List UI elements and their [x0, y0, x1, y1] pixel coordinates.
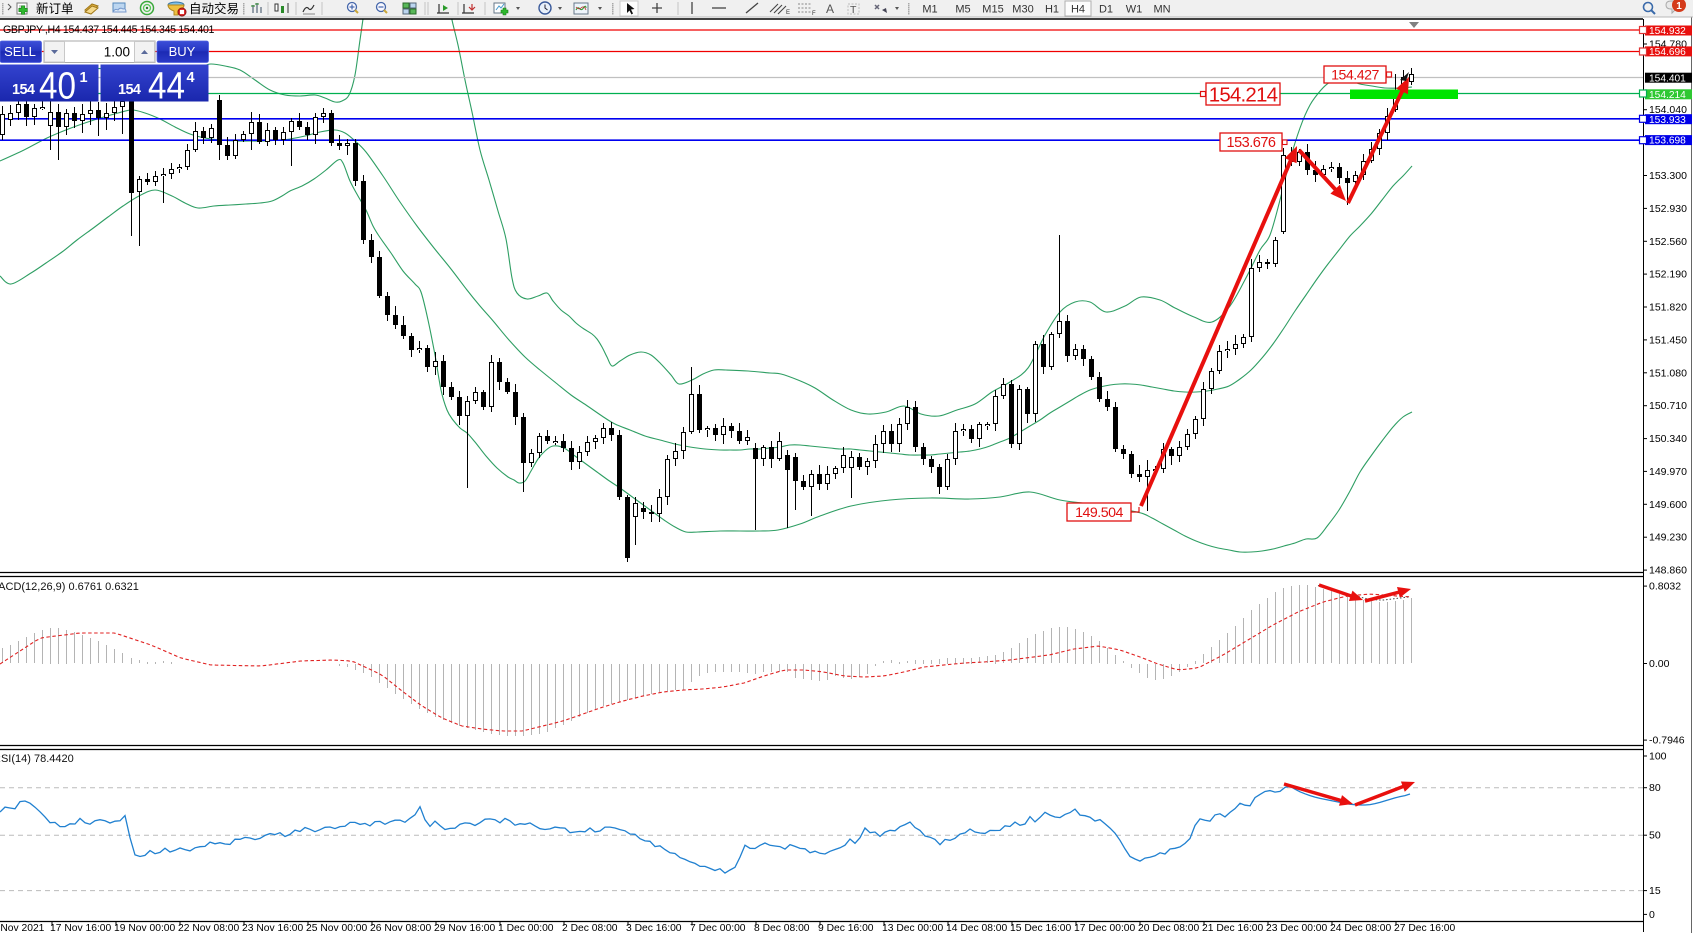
svg-text:D1: D1 [1099, 4, 1113, 16]
svg-text:23 Dec 00:00: 23 Dec 00:00 [1266, 923, 1328, 933]
svg-text:23 Nov 16:00: 23 Nov 16:00 [242, 923, 304, 933]
svg-text:15 Dec 16:00: 15 Dec 16:00 [1010, 923, 1072, 933]
svg-text:7 Dec 00:00: 7 Dec 00:00 [690, 923, 746, 933]
svg-text:151.080: 151.080 [1649, 367, 1687, 379]
svg-text:0.8032: 0.8032 [1649, 581, 1681, 593]
svg-text:M30: M30 [1012, 4, 1033, 16]
svg-text:8 Dec 08:00: 8 Dec 08:00 [754, 923, 810, 933]
svg-text:RSI(14) 78.4420: RSI(14) 78.4420 [0, 753, 74, 765]
svg-text:A: A [826, 2, 834, 16]
svg-text:149.970: 149.970 [1649, 466, 1687, 478]
svg-text:154.040: 154.040 [1649, 104, 1687, 116]
svg-text:100: 100 [1649, 751, 1667, 763]
svg-text:154: 154 [118, 82, 141, 98]
svg-text:148.860: 148.860 [1649, 565, 1687, 577]
svg-text:E: E [786, 10, 790, 16]
svg-text:13 Dec 00:00: 13 Dec 00:00 [882, 923, 944, 933]
svg-text:H4: H4 [1071, 4, 1085, 16]
svg-text:27 Dec 16:00: 27 Dec 16:00 [1394, 923, 1456, 933]
svg-text:15 Nov 2021: 15 Nov 2021 [0, 923, 45, 933]
svg-text:152.930: 152.930 [1649, 203, 1687, 215]
svg-text:21 Dec 16:00: 21 Dec 16:00 [1202, 923, 1264, 933]
svg-text:GBPJPY-,H4 154.437 154.445 15: GBPJPY-,H4 154.437 154.445 154.345 154.4… [3, 24, 215, 36]
svg-text:T: T [850, 4, 857, 16]
svg-text:1: 1 [1676, 1, 1682, 12]
svg-text:1 Dec 00:00: 1 Dec 00:00 [498, 923, 554, 933]
svg-text:40: 40 [39, 66, 76, 108]
svg-text:150.710: 150.710 [1649, 400, 1687, 412]
svg-text:F: F [812, 11, 816, 17]
svg-text:M15: M15 [982, 4, 1003, 16]
svg-text:154.401: 154.401 [1649, 73, 1686, 84]
svg-text:152.560: 152.560 [1649, 236, 1687, 248]
svg-text:9 Dec 16:00: 9 Dec 16:00 [818, 923, 874, 933]
svg-text:M1: M1 [922, 4, 937, 16]
svg-text:151.820: 151.820 [1649, 302, 1687, 314]
svg-text:149.600: 149.600 [1649, 499, 1687, 511]
svg-text:154: 154 [12, 82, 35, 98]
svg-text:15: 15 [1649, 885, 1661, 897]
svg-text:W1: W1 [1126, 4, 1143, 16]
svg-text:149.504: 149.504 [1075, 505, 1123, 521]
svg-text:44: 44 [148, 66, 185, 108]
svg-text:154.427: 154.427 [1331, 68, 1379, 84]
svg-text:154.214: 154.214 [1209, 83, 1278, 106]
svg-text:153.933: 153.933 [1649, 115, 1686, 126]
svg-text:MN: MN [1153, 4, 1170, 16]
svg-text:新订单: 新订单 [36, 1, 74, 16]
svg-text:26 Nov 08:00: 26 Nov 08:00 [370, 923, 432, 933]
svg-text:0: 0 [1649, 909, 1655, 921]
svg-text:MACD(12,26,9) 0.6761 0.6321: MACD(12,26,9) 0.6761 0.6321 [0, 581, 139, 593]
svg-text:153.698: 153.698 [1649, 136, 1686, 147]
svg-text:17 Dec 00:00: 17 Dec 00:00 [1074, 923, 1136, 933]
svg-text:151.450: 151.450 [1649, 334, 1687, 346]
svg-text:80: 80 [1649, 782, 1661, 794]
svg-text:3 Dec 16:00: 3 Dec 16:00 [626, 923, 682, 933]
svg-text:154.214: 154.214 [1649, 90, 1686, 101]
svg-text:154.696: 154.696 [1649, 47, 1686, 58]
svg-text:152.190: 152.190 [1649, 269, 1687, 281]
svg-text:自动交易: 自动交易 [189, 1, 239, 16]
svg-text:24 Dec 08:00: 24 Dec 08:00 [1330, 923, 1392, 933]
svg-text:153.676: 153.676 [1227, 135, 1276, 151]
svg-text:17 Nov 16:00: 17 Nov 16:00 [50, 923, 112, 933]
svg-text:25 Nov 00:00: 25 Nov 00:00 [306, 923, 368, 933]
svg-text:-0.7946: -0.7946 [1649, 735, 1685, 747]
svg-text:154.932: 154.932 [1649, 26, 1686, 37]
svg-text:150.340: 150.340 [1649, 433, 1687, 445]
svg-text:1.00: 1.00 [104, 45, 130, 60]
svg-text:19 Nov 00:00: 19 Nov 00:00 [114, 923, 176, 933]
svg-text:14 Dec 08:00: 14 Dec 08:00 [946, 923, 1008, 933]
svg-text:M5: M5 [955, 4, 970, 16]
svg-text:SELL: SELL [4, 44, 36, 59]
svg-text:4: 4 [187, 70, 195, 86]
svg-text:29 Nov 16:00: 29 Nov 16:00 [434, 923, 496, 933]
svg-text:153.300: 153.300 [1649, 170, 1687, 182]
svg-text:22 Nov 08:00: 22 Nov 08:00 [178, 923, 240, 933]
svg-text:20 Dec 08:00: 20 Dec 08:00 [1138, 923, 1200, 933]
svg-text:1: 1 [80, 70, 88, 86]
svg-text:149.230: 149.230 [1649, 532, 1687, 544]
svg-text:BUY: BUY [169, 44, 196, 59]
svg-text:H1: H1 [1045, 4, 1059, 16]
svg-text:0.00: 0.00 [1649, 658, 1670, 670]
svg-text:50: 50 [1649, 830, 1661, 842]
svg-text:2 Dec 08:00: 2 Dec 08:00 [562, 923, 618, 933]
